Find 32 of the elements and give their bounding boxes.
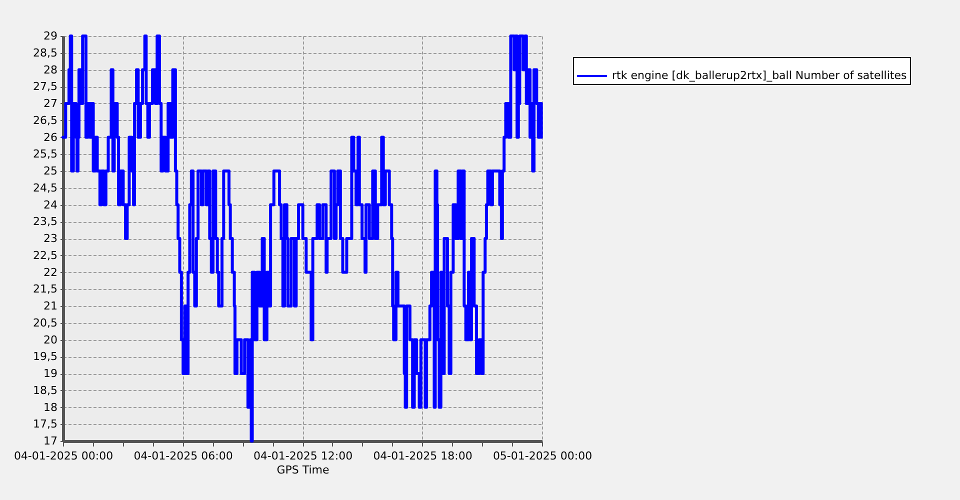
y-tick-label: 21: [44, 300, 58, 312]
y-tick-label: 24,5: [33, 181, 58, 194]
y-tick-label: 26,5: [33, 114, 58, 127]
x-tick-label: 05-01-2025 00:00: [492, 450, 592, 462]
x-tick-label: 04-01-2025 18:00: [373, 450, 472, 462]
legend-label: rtk engine [dk_ballerup2rtx]_ball Number of satellites: [612, 69, 907, 82]
x-tick-label: 04-01-2025 12:00: [253, 450, 353, 462]
y-tick-label: 25,5: [33, 148, 58, 161]
y-tick-label: 19: [44, 367, 58, 380]
y-tick-label: 17,5: [33, 418, 58, 431]
y-tick-label: 23: [44, 232, 58, 245]
x-tick-label: 04-01-2025 06:00: [134, 450, 233, 462]
y-tick-label: 28,5: [33, 46, 58, 60]
y-tick-label: 26: [44, 130, 58, 144]
y-tick-label: 27,5: [33, 80, 58, 94]
y-tick-label: 18,5: [33, 384, 58, 397]
y-tick-label: 28: [44, 63, 58, 76]
y-tick-label: 18: [44, 400, 58, 414]
y-tick-label: 17: [44, 434, 58, 448]
y-tick-label: 25: [44, 164, 58, 178]
y-tick-label: 22: [44, 266, 58, 279]
y-tick-label: 23,5: [33, 215, 58, 228]
x-axis-title: GPS Time: [276, 464, 330, 476]
y-tick-label: 22,5: [33, 248, 58, 262]
y-tick-label: 24: [44, 198, 58, 212]
y-tick-label: 21,5: [33, 282, 58, 296]
y-tick-label: 29: [44, 30, 58, 42]
y-tick-label: 19,5: [33, 350, 58, 364]
y-tick-label: 20,5: [33, 316, 58, 330]
y-tick-label: 20: [44, 333, 58, 346]
y-tick-label: 27: [44, 97, 58, 110]
x-tick-label: 04-01-2025 00:00: [14, 450, 114, 462]
